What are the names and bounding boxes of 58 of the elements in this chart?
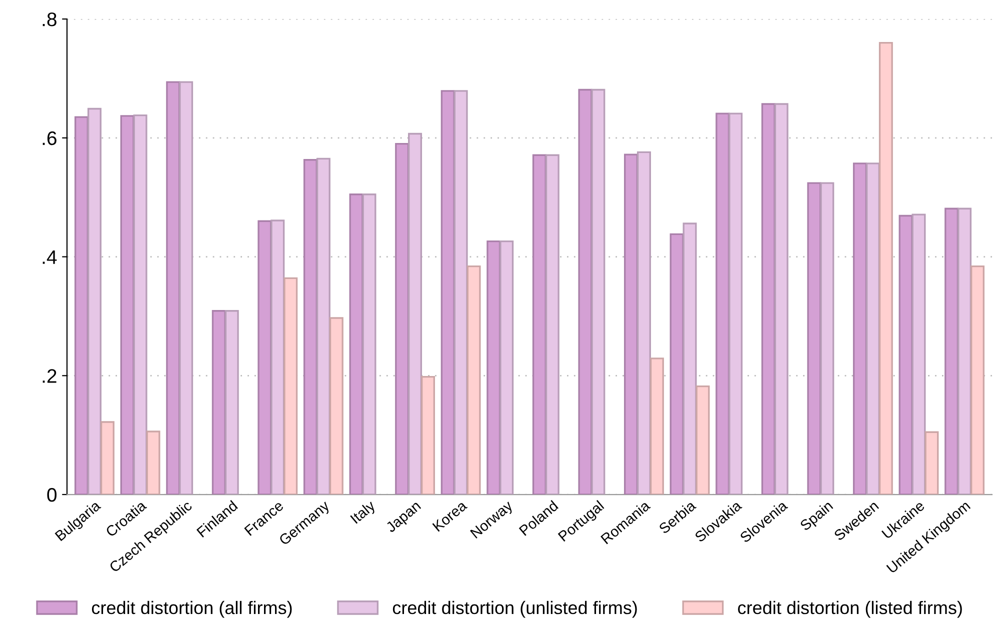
y-tick-label: .4 xyxy=(42,250,57,264)
bar xyxy=(74,116,88,495)
bar xyxy=(807,182,822,495)
y-tick-label: .6 xyxy=(42,131,56,146)
bar xyxy=(440,90,455,495)
y-tick-label: 0 xyxy=(47,488,57,502)
bar xyxy=(970,265,984,495)
bar xyxy=(316,158,330,495)
bar xyxy=(650,358,664,495)
x-tick-label: Italy xyxy=(350,499,378,526)
bar xyxy=(454,90,468,495)
y-tick-label: .2 xyxy=(42,369,56,383)
bar xyxy=(912,214,926,495)
bar xyxy=(146,430,160,495)
bar xyxy=(820,182,834,495)
bar xyxy=(866,162,880,495)
bar xyxy=(944,208,959,495)
bar xyxy=(87,108,102,495)
bar xyxy=(958,208,972,495)
bar xyxy=(761,103,776,495)
legend-label: credit distortion (unlisted firms) xyxy=(392,600,637,618)
bar xyxy=(133,114,148,495)
legend-label: credit distortion (all firms) xyxy=(92,600,292,618)
bar xyxy=(120,115,134,495)
bar xyxy=(258,220,272,495)
bar xyxy=(395,143,410,495)
bar xyxy=(224,310,239,495)
bar xyxy=(466,265,481,495)
bar xyxy=(716,112,730,495)
bar xyxy=(100,421,114,495)
bar xyxy=(212,310,226,495)
bar xyxy=(420,376,435,495)
bar xyxy=(852,162,867,495)
bar xyxy=(591,88,606,495)
y-tick-label: .8 xyxy=(42,12,56,26)
bar xyxy=(682,222,697,495)
bar xyxy=(303,159,318,495)
bar xyxy=(545,154,560,495)
bar xyxy=(878,42,893,495)
bar xyxy=(636,151,651,495)
bar xyxy=(179,81,194,495)
bar xyxy=(624,154,638,495)
bar xyxy=(329,317,344,495)
bar xyxy=(500,240,514,495)
bar xyxy=(486,240,501,495)
bar xyxy=(578,88,592,495)
bar xyxy=(408,132,422,495)
bar xyxy=(728,112,743,495)
bar xyxy=(166,81,180,495)
bar xyxy=(362,194,376,495)
bar xyxy=(284,277,298,495)
bar xyxy=(532,154,546,495)
bar xyxy=(696,386,710,495)
bar xyxy=(270,220,285,495)
bar xyxy=(774,103,788,495)
bar xyxy=(924,431,939,495)
legend-label: credit distortion (listed firms) xyxy=(738,600,962,618)
bar xyxy=(670,233,684,495)
